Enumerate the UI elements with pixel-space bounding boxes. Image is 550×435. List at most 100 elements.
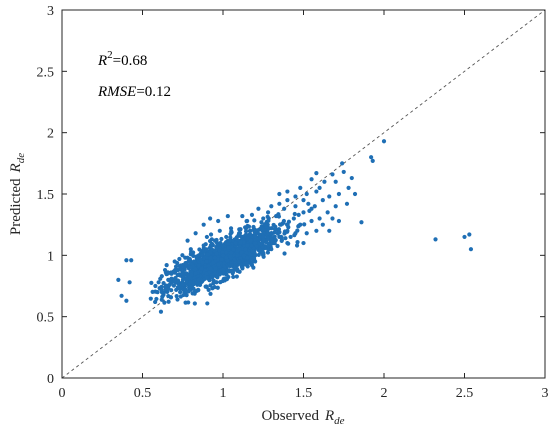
data-point xyxy=(229,229,234,234)
data-point xyxy=(269,247,274,252)
data-point xyxy=(149,280,154,285)
data-point xyxy=(200,260,205,265)
data-point xyxy=(185,238,190,243)
data-point xyxy=(322,179,327,184)
data-point xyxy=(193,231,198,236)
data-point xyxy=(277,201,282,206)
data-point xyxy=(243,247,248,252)
data-point xyxy=(224,234,229,240)
data-point xyxy=(309,206,314,211)
data-point xyxy=(261,234,266,240)
data-point xyxy=(220,243,226,248)
x-tick-label: 3 xyxy=(542,386,549,401)
data-point xyxy=(245,218,250,224)
data-point xyxy=(159,287,164,292)
data-point xyxy=(204,247,209,252)
data-point xyxy=(243,229,249,234)
data-point xyxy=(266,226,272,231)
data-point xyxy=(250,259,255,264)
data-point xyxy=(212,271,218,276)
data-point xyxy=(166,277,171,282)
data-point xyxy=(204,271,209,276)
data-point xyxy=(244,250,249,255)
rmse-value: =0.12 xyxy=(136,84,171,100)
data-point xyxy=(188,280,193,285)
identity-reference-line xyxy=(61,9,546,379)
data-point xyxy=(292,211,297,217)
x-axis-label: Observed Rde xyxy=(261,408,344,427)
data-point xyxy=(298,185,303,190)
data-point xyxy=(205,252,210,257)
data-point xyxy=(295,240,300,245)
data-point xyxy=(217,228,222,233)
data-point xyxy=(272,230,277,235)
data-point xyxy=(282,206,287,211)
data-point xyxy=(174,294,179,299)
data-point xyxy=(196,277,201,282)
data-point xyxy=(370,158,375,163)
data-point xyxy=(223,250,229,255)
data-point xyxy=(163,287,168,292)
data-point xyxy=(309,218,314,224)
data-point xyxy=(241,253,247,258)
data-point xyxy=(175,285,181,290)
data-point xyxy=(468,247,474,252)
data-point xyxy=(285,228,290,233)
data-point xyxy=(164,263,169,268)
data-point xyxy=(208,283,213,288)
data-point xyxy=(196,287,201,292)
data-point xyxy=(327,194,332,199)
data-point xyxy=(245,255,250,260)
data-point xyxy=(188,284,193,289)
data-point xyxy=(175,297,180,302)
data-point xyxy=(204,259,209,264)
data-point xyxy=(314,171,319,176)
data-point xyxy=(285,222,290,228)
data-point xyxy=(232,265,237,270)
data-point xyxy=(277,229,282,235)
data-point xyxy=(220,267,226,273)
data-point xyxy=(244,261,249,266)
x-tick-label: 1.5 xyxy=(295,386,313,401)
data-point xyxy=(171,283,177,288)
data-point xyxy=(227,268,232,273)
data-point xyxy=(228,254,233,259)
data-point xyxy=(201,222,206,227)
data-point xyxy=(153,283,158,289)
data-point xyxy=(212,238,218,243)
data-point xyxy=(201,243,206,248)
data-point xyxy=(330,216,335,221)
data-point xyxy=(231,274,236,280)
data-point xyxy=(156,280,161,285)
data-point xyxy=(204,275,209,280)
data-point xyxy=(124,258,129,263)
data-point xyxy=(184,292,189,298)
data-point xyxy=(212,255,218,260)
data-point xyxy=(272,240,277,246)
data-point xyxy=(320,198,325,203)
data-point xyxy=(159,284,164,289)
data-point xyxy=(256,206,261,211)
data-point xyxy=(264,240,269,245)
data-point xyxy=(165,271,170,276)
y-tick-label: 0.5 xyxy=(37,311,55,326)
data-point xyxy=(197,282,203,287)
y-axis-label-prefix: Predicted xyxy=(8,178,24,235)
data-point xyxy=(327,228,332,233)
data-point xyxy=(285,198,290,203)
data-point xyxy=(462,234,467,240)
data-point xyxy=(162,300,167,305)
data-point xyxy=(228,226,234,231)
data-point xyxy=(333,204,338,209)
data-point xyxy=(249,263,255,268)
y-tick-label: 1.5 xyxy=(37,188,55,203)
data-point xyxy=(127,280,132,285)
data-point xyxy=(249,243,254,248)
data-point xyxy=(169,276,174,281)
data-point xyxy=(169,288,174,293)
data-point xyxy=(191,253,196,258)
data-point xyxy=(194,280,199,285)
data-point xyxy=(341,169,346,175)
data-point xyxy=(184,276,189,281)
data-point xyxy=(314,189,319,194)
